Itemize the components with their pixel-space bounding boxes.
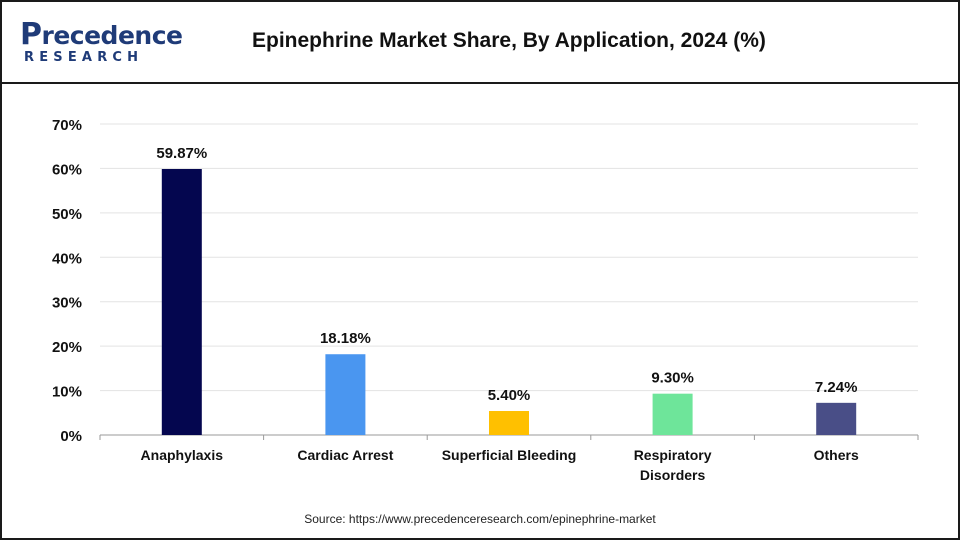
data-label: 18.18% bbox=[320, 330, 371, 347]
y-tick-label: 50% bbox=[52, 206, 82, 223]
y-tick-label: 10% bbox=[52, 384, 82, 401]
logo-wordmark: Precedence bbox=[20, 17, 183, 52]
logo-wordmark-text: recedence bbox=[41, 21, 183, 50]
header: Precedence RESEARCH Epinephrine Market S… bbox=[2, 2, 958, 84]
x-tick-label: Respiratory bbox=[634, 447, 712, 463]
x-tick-label: Superficial Bleeding bbox=[442, 447, 577, 463]
x-tick-label: Cardiac Arrest bbox=[297, 447, 393, 463]
data-label: 7.24% bbox=[815, 379, 858, 396]
precedence-research-logo: Precedence RESEARCH bbox=[20, 20, 183, 70]
x-tick-label: Disorders bbox=[640, 467, 706, 483]
chart-title: Epinephrine Market Share, By Application… bbox=[252, 29, 766, 52]
source-note: Source: https://www.precedenceresearch.c… bbox=[304, 512, 656, 526]
x-tick-label: Anaphylaxis bbox=[141, 447, 224, 463]
bar bbox=[816, 402, 857, 435]
bar bbox=[652, 393, 693, 435]
bar bbox=[489, 411, 529, 435]
bar-chart: 0% 10% 20% 30% 40% 50% 60% 70% 59.87% Anaphylaxis… bbox=[52, 117, 919, 483]
y-tick-label: 30% bbox=[52, 295, 82, 312]
y-tick-label: 70% bbox=[52, 117, 82, 134]
x-tick-label: Others bbox=[814, 447, 859, 463]
y-tick-label: 40% bbox=[52, 250, 82, 267]
y-tick-label: 60% bbox=[52, 161, 82, 178]
data-label: 59.87% bbox=[156, 145, 207, 162]
logo-subtitle: RESEARCH bbox=[24, 50, 144, 65]
bar bbox=[161, 169, 202, 435]
y-tick-label: 0% bbox=[60, 428, 82, 445]
logo-initial: P bbox=[20, 17, 42, 52]
data-label: 9.30% bbox=[651, 370, 694, 387]
bar bbox=[325, 354, 366, 435]
y-tick-label: 20% bbox=[52, 339, 82, 356]
data-label: 5.40% bbox=[488, 387, 531, 404]
